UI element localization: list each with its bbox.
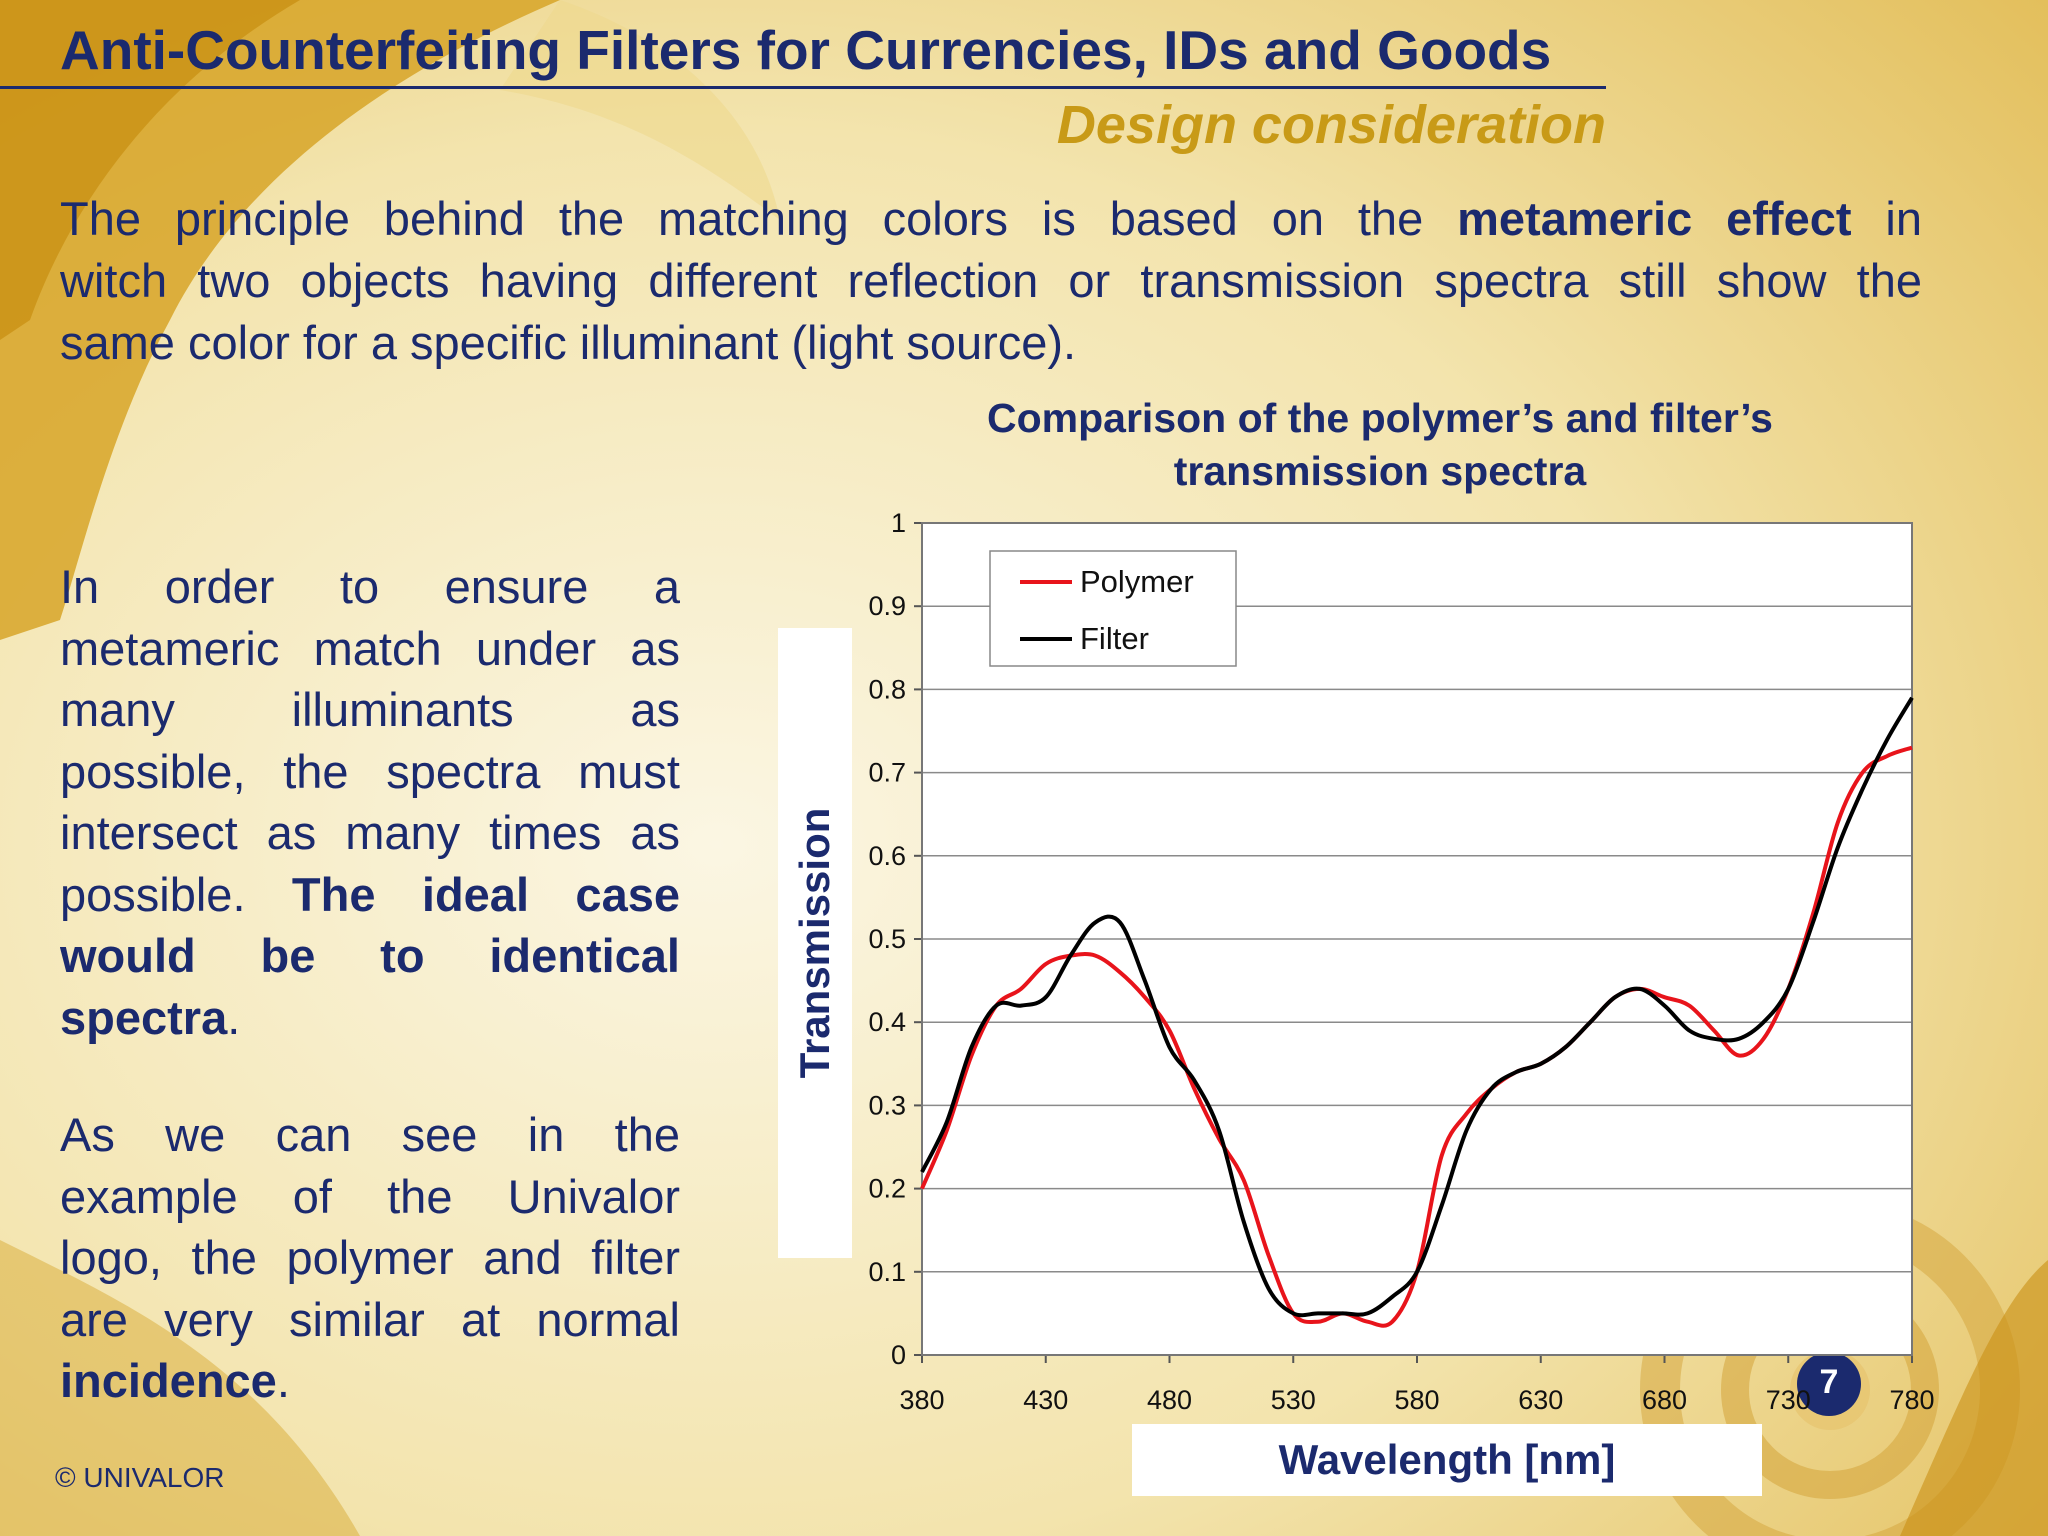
- text-run: In order to ensure a: [60, 560, 680, 613]
- emphasis-text: would be to identical: [60, 929, 680, 982]
- text-run: logo, the polymer and filter: [60, 1231, 680, 1284]
- text-line: example of the Univalor: [60, 1166, 680, 1228]
- text-line: same color for a specific illuminant (li…: [60, 312, 1922, 374]
- text-run: possible.: [60, 867, 292, 921]
- x-tick-label: 730: [1766, 1385, 1811, 1415]
- y-axis-label-text: Transmission: [791, 807, 838, 1079]
- metameric-match-paragraph: In order to ensure a metameric match unde…: [60, 556, 680, 1048]
- page-number-badge: 7: [1797, 1352, 1861, 1416]
- x-tick-label: 480: [1147, 1385, 1192, 1415]
- text-run: .: [276, 1354, 290, 1407]
- x-axis-label: Wavelength [nm]: [1278, 1436, 1616, 1483]
- text-line: As we can see in the: [60, 1104, 680, 1166]
- x-tick-label: 530: [1271, 1385, 1316, 1415]
- text-line: The principle behind the matching colors…: [60, 188, 1922, 250]
- y-tick-label: 0.8: [868, 674, 906, 704]
- text-run: metameric match under as: [60, 621, 680, 675]
- text-line: would be to identical: [60, 925, 680, 987]
- legend-label-filter: Filter: [1080, 621, 1149, 656]
- chart-title: Comparison of the polymer’s and filter’s…: [900, 392, 1860, 498]
- y-tick-label: 0.1: [868, 1257, 906, 1287]
- emphasis-text: incidence: [60, 1354, 277, 1407]
- legend-box: [989, 550, 1237, 667]
- x-tick-label: 430: [1023, 1385, 1068, 1415]
- y-tick-label: 0.6: [868, 841, 906, 871]
- text-run: example of the Univalor: [60, 1169, 680, 1223]
- emphasis-text: metameric effect: [1457, 192, 1852, 245]
- series-line-filter: [920, 696, 1914, 1318]
- univalor-example-paragraph: As we can see in the example of the Univa…: [60, 1104, 680, 1412]
- text-run: are very similar at normal: [60, 1292, 680, 1346]
- x-tick-label: 680: [1642, 1385, 1687, 1415]
- text-line: metameric match under as: [60, 618, 680, 680]
- title-underline: [0, 86, 1606, 89]
- text-run: many illuminants as: [60, 683, 680, 736]
- text-run: same color for a specific illuminant (li…: [60, 316, 1077, 369]
- text-run: intersect as many times as: [60, 806, 680, 859]
- y-tick-label: 0.2: [868, 1174, 906, 1204]
- emphasis-text: The ideal case: [291, 867, 680, 921]
- y-tick-label: 0.4: [868, 1007, 906, 1037]
- text-line: incidence.: [60, 1350, 680, 1412]
- text-line: possible, the spectra must: [60, 741, 680, 803]
- text-run: possible, the spectra must: [60, 744, 680, 798]
- y-tick-label: 0.9: [868, 591, 906, 621]
- text-line: intersect as many times as: [60, 802, 680, 864]
- x-axis-label-box: [1132, 1424, 1762, 1496]
- text-line: In order to ensure a: [60, 556, 680, 618]
- x-tick-label: 380: [899, 1385, 944, 1415]
- text-line: are very similar at normal: [60, 1289, 680, 1351]
- emphasis-text: spectra: [60, 990, 228, 1044]
- text-line: spectra.: [60, 987, 680, 1049]
- x-tick-label: 780: [1889, 1385, 1934, 1415]
- x-tick-label: 630: [1518, 1385, 1563, 1415]
- y-tick-label: 1: [891, 508, 906, 538]
- plot-border: [921, 522, 1913, 1356]
- text-run: The principle behind the matching colors…: [60, 192, 1458, 245]
- text-line: possible. The ideal case: [60, 864, 680, 926]
- chart-title-line: Comparison of the polymer’s and filter’s: [987, 395, 1773, 441]
- chart-title-line: transmission spectra: [1173, 448, 1587, 494]
- text-line: logo, the polymer and filter: [60, 1227, 680, 1289]
- text-run: .: [227, 990, 241, 1044]
- y-axis-label-box: [778, 628, 852, 1258]
- y-tick-label: 0.5: [868, 924, 906, 954]
- intro-paragraph: The principle behind the matching colors…: [60, 188, 1922, 374]
- y-tick-label: 0: [891, 1340, 906, 1370]
- y-tick-label: 0.3: [868, 1090, 906, 1120]
- text-run: in: [1851, 192, 1922, 245]
- slide-subtitle: Design consideration: [1056, 95, 1606, 155]
- text-run: witch two objects having different refle…: [60, 254, 1922, 307]
- copyright-notice: © UNIVALOR: [55, 1462, 225, 1493]
- y-tick-label: 0.7: [868, 758, 906, 788]
- text-run: As we can see in the: [60, 1108, 680, 1161]
- x-tick-label: 580: [1394, 1385, 1439, 1415]
- text-line: many illuminants as: [60, 679, 680, 741]
- legend-label-polymer: Polymer: [1080, 564, 1194, 599]
- slide-title: Anti-Counterfeiting Filters for Currenci…: [60, 19, 1552, 81]
- transmission-chart: 0 0.1 0.2 0.3 0.4 0.5 0.6 0.7 0.8 0.9 1 380 430 480 53…: [868, 508, 1934, 1415]
- text-line: witch two objects having different refle…: [60, 250, 1922, 312]
